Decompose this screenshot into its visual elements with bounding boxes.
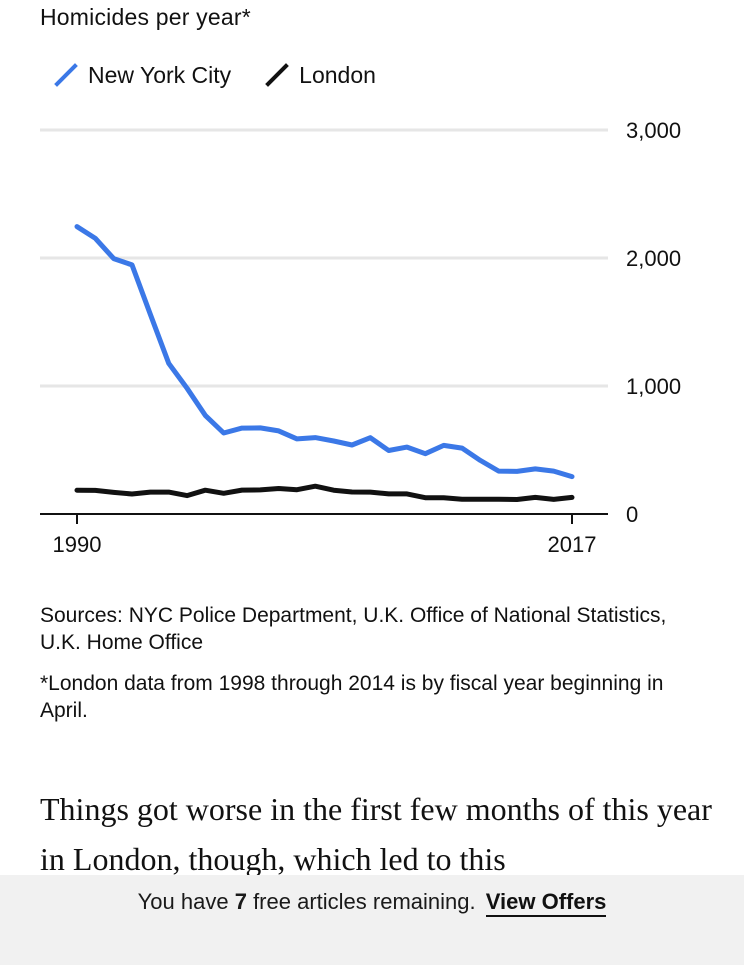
chart-sources: Sources: NYC Police Department, U.K. Off…: [40, 604, 667, 654]
paywall-banner: You have 7 free articles remaining. View…: [0, 875, 744, 965]
y-tick-label-2000: 2,000: [626, 246, 681, 271]
x-tick-label-1990: 1990: [53, 532, 102, 557]
chart-footnote: *London data from 1998 through 2014 is b…: [40, 672, 664, 722]
legend-london-label: London: [299, 61, 376, 88]
paywall-message: You have 7 free articles remaining. View…: [0, 889, 744, 917]
x-tick-label-2017: 2017: [548, 532, 597, 557]
paywall-prefix: You have: [137, 889, 229, 914]
paywall-suffix: free articles remaining.: [253, 889, 476, 914]
legend-item-london: London: [265, 62, 376, 89]
chart-legend: New York City London: [54, 60, 410, 90]
y-tick-label-3000: 3,000: [626, 118, 681, 143]
view-offers-link[interactable]: View Offers: [485, 889, 607, 917]
paywall-article-count: 7: [234, 889, 247, 914]
series-line-new-york-city: [74, 224, 575, 480]
legend-item-nyc: New York City: [54, 62, 231, 89]
legend-nyc-label: New York City: [88, 61, 232, 88]
y-tick-label-1000: 1,000: [626, 374, 681, 399]
chart-title: Homicides per year*: [40, 4, 251, 30]
homicides-line-chart: 0 1,000 2,000 3,000 1990 2017: [40, 118, 681, 557]
legend-london-swatch-icon: [265, 63, 290, 87]
article-paragraph: Things got worse in the first few months…: [40, 791, 712, 877]
y-tick-label-0: 0: [626, 502, 638, 527]
legend-nyc-swatch-icon: [54, 63, 78, 87]
series-line-london: [74, 483, 575, 502]
